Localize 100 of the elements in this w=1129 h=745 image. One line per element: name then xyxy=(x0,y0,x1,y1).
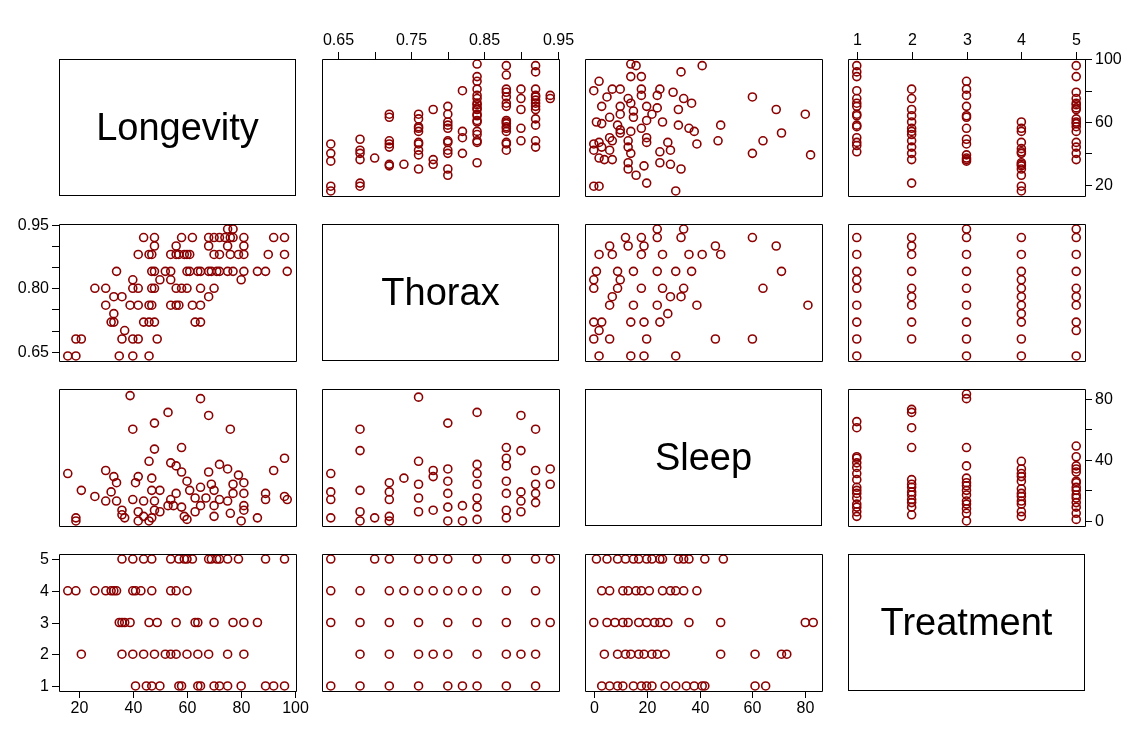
text: Thorax xyxy=(322,224,559,361)
point xyxy=(710,334,721,344)
point xyxy=(655,317,665,327)
x-tick-label: 3 xyxy=(963,31,973,49)
point xyxy=(1016,232,1027,243)
x-tick-label: 0.75 xyxy=(395,31,428,49)
point xyxy=(628,266,639,277)
point xyxy=(325,554,336,564)
x-tick-label: 60 xyxy=(743,699,762,717)
point xyxy=(612,266,623,277)
point xyxy=(325,487,336,497)
point xyxy=(961,334,972,344)
point xyxy=(530,617,541,628)
point xyxy=(906,241,917,251)
point xyxy=(325,468,336,479)
point xyxy=(428,505,438,516)
point xyxy=(851,317,862,327)
point xyxy=(501,617,512,628)
point xyxy=(355,585,365,596)
point xyxy=(516,649,526,660)
point xyxy=(325,585,336,596)
point xyxy=(384,487,395,497)
point xyxy=(399,473,409,483)
point xyxy=(1071,249,1082,260)
point xyxy=(501,461,512,471)
y-tick-label: 1 xyxy=(40,676,50,694)
point xyxy=(620,232,631,243)
y-tick-label: 0.80 xyxy=(17,278,50,296)
point xyxy=(472,585,482,596)
point xyxy=(516,445,526,456)
point xyxy=(1016,317,1027,327)
point xyxy=(961,266,972,277)
point xyxy=(710,241,721,251)
point xyxy=(443,464,453,474)
point xyxy=(530,497,541,508)
point xyxy=(670,351,681,361)
y-tick-label: 20 xyxy=(1095,175,1113,193)
point xyxy=(1016,308,1027,319)
point xyxy=(516,506,526,517)
x-tick-label: 4 xyxy=(1017,31,1027,49)
point xyxy=(851,266,862,277)
point xyxy=(501,442,512,453)
point xyxy=(1071,232,1082,243)
point xyxy=(588,283,599,294)
point xyxy=(1071,325,1082,336)
point xyxy=(594,249,604,260)
point xyxy=(428,471,438,482)
point xyxy=(457,585,468,596)
point xyxy=(530,465,541,476)
point xyxy=(684,249,694,260)
point xyxy=(384,516,395,526)
point xyxy=(443,554,453,564)
point xyxy=(530,479,541,490)
point xyxy=(670,266,681,277)
point xyxy=(1071,283,1082,294)
point xyxy=(325,494,336,505)
point xyxy=(1016,300,1027,310)
point xyxy=(457,500,468,511)
point xyxy=(325,513,336,523)
point xyxy=(906,249,917,260)
point xyxy=(428,585,438,596)
point xyxy=(652,300,663,310)
point xyxy=(443,617,453,628)
point xyxy=(325,617,336,628)
point xyxy=(692,300,702,310)
y-tick-label: 5 xyxy=(40,549,50,567)
point xyxy=(588,334,599,344)
point xyxy=(355,424,365,435)
point xyxy=(961,283,972,294)
point xyxy=(428,649,438,660)
point xyxy=(413,617,424,628)
x-tick-label: 0 xyxy=(590,699,600,717)
y-tick-label: 60 xyxy=(1095,112,1113,130)
point xyxy=(641,334,652,344)
point xyxy=(663,308,673,319)
point xyxy=(443,502,453,512)
point xyxy=(776,266,787,277)
point xyxy=(545,479,556,490)
x-tick-label: 0.95 xyxy=(542,31,575,49)
point xyxy=(413,392,424,402)
point xyxy=(639,241,649,251)
point xyxy=(413,681,424,691)
point xyxy=(384,649,395,660)
y-tick-label: 3 xyxy=(40,613,50,631)
point xyxy=(472,649,482,660)
point xyxy=(906,283,917,294)
point xyxy=(676,232,686,243)
y-tick-label: 80 xyxy=(1095,389,1113,407)
point xyxy=(686,266,697,277)
point xyxy=(604,241,615,251)
point xyxy=(639,317,649,327)
point xyxy=(472,459,482,470)
point xyxy=(501,513,512,523)
point xyxy=(501,554,512,564)
point xyxy=(472,493,482,503)
point xyxy=(591,266,602,277)
point xyxy=(545,617,556,628)
point xyxy=(615,275,626,285)
point xyxy=(399,585,409,596)
point xyxy=(906,317,917,327)
